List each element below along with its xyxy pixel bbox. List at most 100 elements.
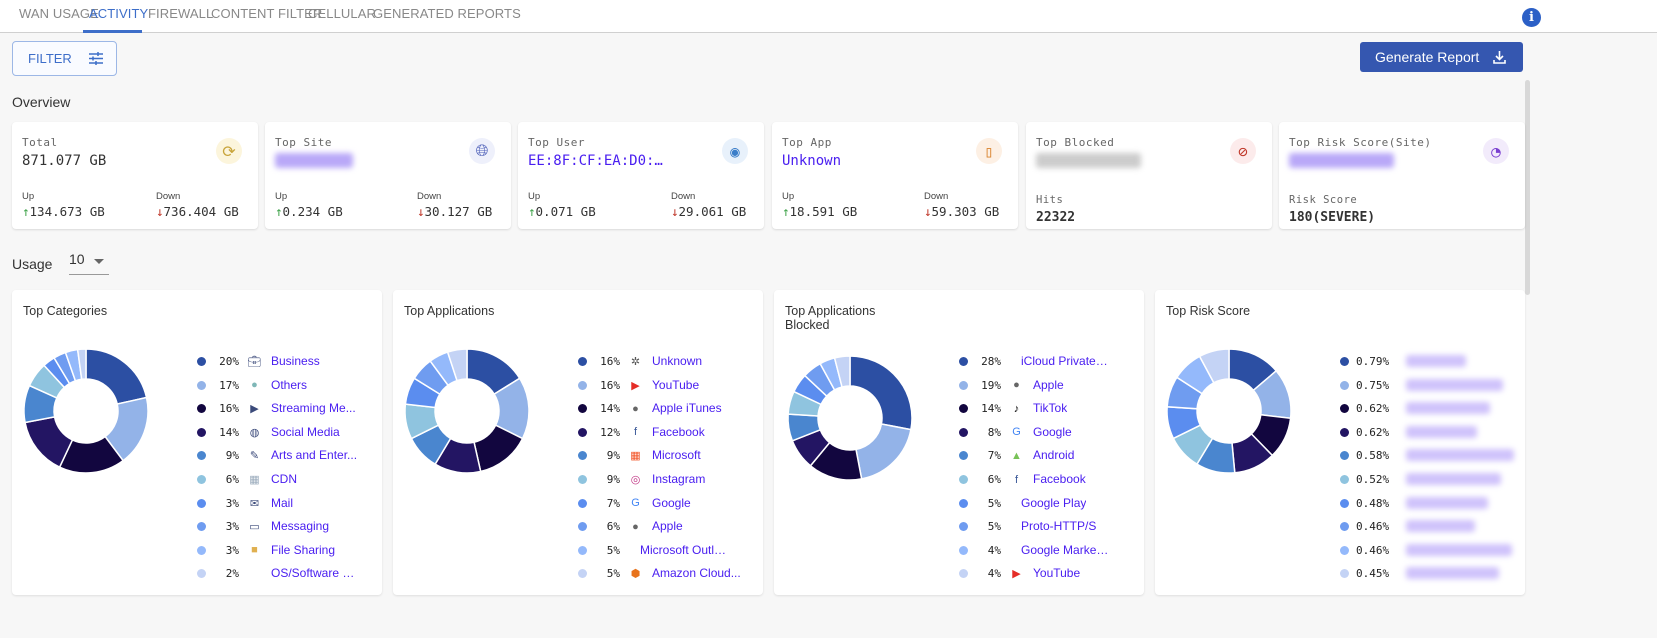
block-icon: ⊘: [1230, 138, 1256, 164]
google-icon: G: [631, 497, 640, 510]
legend-link[interactable]: Google Play: [1021, 495, 1087, 510]
legend-link[interactable]: Microsoft Outlo...: [640, 542, 730, 557]
active-tab-indicator: [83, 30, 142, 33]
tiktok-icon: ♪: [1013, 402, 1020, 415]
up-label: Up: [528, 191, 541, 202]
legend-link[interactable]: Streaming Me...: [271, 401, 356, 416]
card-label: Top Blocked: [1036, 136, 1115, 149]
legend-link[interactable]: Business: [271, 354, 320, 368]
overview-title: Overview: [12, 94, 71, 110]
card-value-redacted[interactable]: [275, 153, 353, 172]
legend-percent: 19%: [981, 378, 1001, 392]
legend-link-redacted[interactable]: [1406, 449, 1514, 462]
legend-percent: 5%: [606, 543, 620, 557]
filter-button[interactable]: FILTER: [12, 41, 117, 76]
legend-link[interactable]: TikTok: [1033, 401, 1068, 416]
tab-content-filter[interactable]: CONTENT FILTER: [211, 6, 323, 21]
legend-link[interactable]: Messaging: [271, 519, 330, 534]
legend-dot: [578, 357, 587, 366]
legend-percent: 3%: [225, 496, 239, 510]
legend-link-redacted[interactable]: [1406, 567, 1499, 580]
legend-link-redacted[interactable]: [1406, 355, 1466, 367]
legend-link-redacted[interactable]: [1406, 402, 1490, 415]
overview-card-top-app: Top App Unknown ▯ Up ↑18.591 GB Down ↓59…: [772, 122, 1018, 229]
legend-link[interactable]: Facebook: [1033, 472, 1086, 486]
tab-activity[interactable]: ACTIVITY: [89, 6, 149, 21]
legend-link[interactable]: Microsoft: [652, 448, 701, 463]
legend-link[interactable]: Facebook: [652, 424, 705, 439]
legend-percent: 0.62%: [1356, 402, 1390, 416]
legend-link[interactable]: File Sharing: [271, 542, 336, 557]
card-value-link[interactable]: Unknown: [782, 153, 842, 169]
legend-link[interactable]: Google: [652, 495, 691, 510]
donut-slice[interactable]: [76, 348, 87, 381]
donut-slice[interactable]: [446, 348, 468, 382]
legend-percent: 0.62%: [1356, 425, 1390, 439]
donut-chart: [404, 348, 530, 474]
donut-slice[interactable]: [849, 355, 913, 431]
legend-link[interactable]: CDN: [271, 472, 297, 486]
card-value-link[interactable]: EE:8F:CF:EA:D0:…: [528, 153, 663, 169]
legend-dot: [1340, 451, 1349, 461]
tab-cellular[interactable]: CELLULAR: [308, 6, 376, 21]
card-label: Top Risk Score(Site): [1289, 136, 1432, 149]
legend-percent: 0.48%: [1356, 496, 1390, 510]
legend-link-redacted[interactable]: [1406, 520, 1475, 533]
scrollbar[interactable]: [1525, 80, 1530, 295]
donut-slice[interactable]: [1198, 348, 1230, 384]
legend-link-redacted[interactable]: [1406, 473, 1501, 485]
sliders-icon: [88, 52, 103, 65]
donut-slice[interactable]: [855, 423, 912, 480]
legend-link[interactable]: Android: [1033, 448, 1075, 463]
legend-link[interactable]: Amazon Cloud...: [652, 566, 741, 581]
legend-dot: [197, 404, 206, 414]
legend-link[interactable]: Arts and Enter...: [271, 448, 358, 463]
legend-link[interactable]: iCloud Private R...: [1021, 354, 1111, 368]
legend-link[interactable]: OS/Software U...: [271, 566, 361, 581]
down-label: Down: [924, 191, 949, 202]
legend-percent: 8%: [987, 425, 1001, 439]
donut-chart: [23, 348, 149, 474]
legend-link[interactable]: Instagram: [652, 472, 706, 486]
legend-link-redacted[interactable]: [1406, 543, 1512, 556]
legend-percent: 14%: [981, 402, 1001, 416]
tab-wan-usage[interactable]: WAN USAGE: [19, 6, 99, 21]
card-value-redacted[interactable]: [1289, 153, 1394, 172]
legend-link[interactable]: Others: [271, 377, 308, 392]
legend-link[interactable]: Mail: [271, 495, 294, 510]
legend-dot: [959, 522, 968, 532]
legend-link[interactable]: Proto-HTTP/S: [1021, 519, 1097, 534]
up-value: ↑0.234 GB: [275, 204, 343, 219]
generate-report-button[interactable]: Generate Report: [1360, 42, 1523, 72]
legend-link[interactable]: Google Marketi...: [1021, 542, 1111, 557]
legend-link[interactable]: Apple iTunes: [652, 401, 722, 416]
legend-dot: [578, 545, 587, 555]
facebook-icon: f: [633, 426, 638, 439]
legend-link[interactable]: Apple: [1033, 377, 1064, 392]
risk-label: Risk Score: [1289, 194, 1358, 206]
up-label: Up: [275, 191, 288, 202]
legend-link[interactable]: Apple: [652, 519, 683, 534]
legend-link-redacted[interactable]: [1406, 425, 1477, 438]
usage-count-select[interactable]: 10: [69, 251, 109, 275]
microsoft-icon: ▦: [630, 450, 641, 463]
card-label: Top User: [528, 136, 585, 149]
legend-link[interactable]: Unknown: [652, 354, 703, 368]
legend-link-redacted[interactable]: [1406, 496, 1488, 509]
legend-link[interactable]: Google: [1033, 424, 1072, 439]
legend-link[interactable]: YouTube: [652, 377, 700, 392]
legend-link-redacted[interactable]: [1406, 378, 1503, 391]
info-icon[interactable]: i: [1522, 8, 1541, 27]
donut-slice[interactable]: [833, 355, 851, 388]
legend-percent: 6%: [987, 473, 1001, 486]
tab-firewall[interactable]: FIREWALL: [148, 6, 214, 21]
legend-dot: [578, 498, 587, 508]
legend-link[interactable]: YouTube: [1033, 566, 1081, 581]
hits-value: 22322: [1036, 210, 1076, 225]
donut-slice[interactable]: [85, 348, 148, 405]
legend-link[interactable]: Social Media: [271, 424, 340, 439]
legend-percent: 0.58%: [1356, 449, 1390, 463]
tab-generated-reports[interactable]: GENERATED REPORTS: [373, 6, 521, 21]
legend-percent: 14%: [600, 402, 620, 416]
legend-dot: [959, 357, 968, 366]
